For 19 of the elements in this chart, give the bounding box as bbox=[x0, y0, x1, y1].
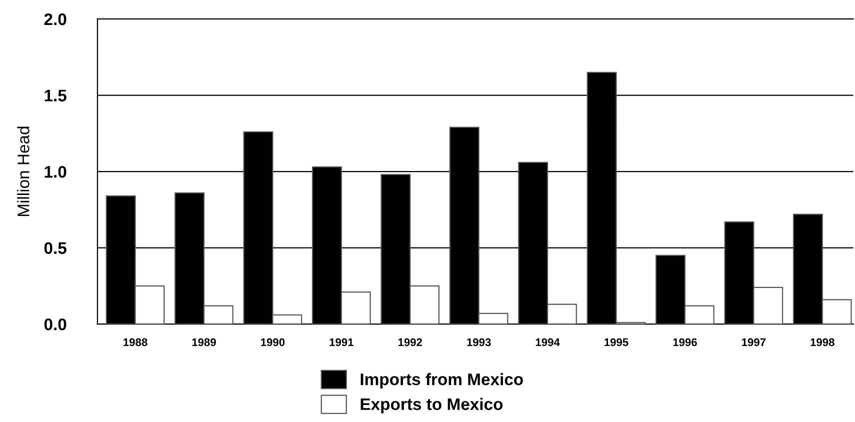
x-tick-label: 1998 bbox=[810, 338, 834, 346]
y-tick-label: 0.5 bbox=[44, 242, 66, 254]
y-tick-label: 2.0 bbox=[44, 13, 66, 26]
y-tick-label: 1.5 bbox=[44, 90, 66, 102]
x-tick-label: 1988 bbox=[124, 338, 148, 346]
y-tick-label: 0.0 bbox=[44, 318, 66, 330]
y-tick-label: 1.0 bbox=[44, 166, 66, 178]
x-tick-label: 1992 bbox=[398, 338, 422, 346]
legend-label: Exports to Mexico bbox=[360, 398, 503, 414]
x-tick-label: 1991 bbox=[330, 338, 354, 346]
x-tick-label: 1995 bbox=[604, 338, 628, 346]
x-tick-label: 1997 bbox=[742, 338, 766, 346]
x-tick-label: 1994 bbox=[536, 338, 560, 346]
x-tick-label: 1989 bbox=[192, 338, 216, 346]
y-axis-title: Million Head bbox=[17, 126, 30, 216]
x-tick-label: 1993 bbox=[467, 338, 491, 346]
legend-label: Imports from Mexico bbox=[360, 373, 523, 389]
x-tick-label: 1996 bbox=[673, 338, 697, 346]
x-tick-label: 1990 bbox=[261, 338, 285, 346]
